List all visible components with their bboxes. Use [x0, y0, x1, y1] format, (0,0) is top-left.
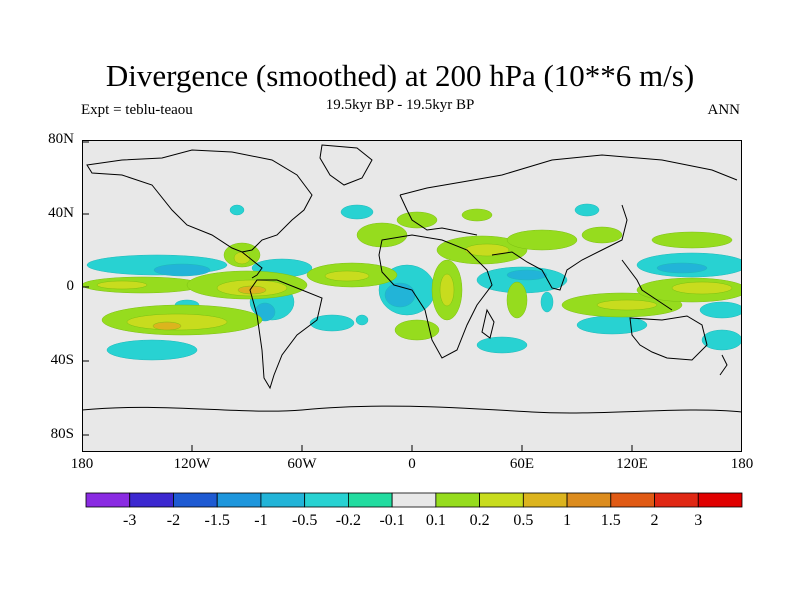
colorbar-box	[173, 492, 218, 508]
x-tick-60e: 60E	[509, 456, 535, 472]
coastlines	[82, 144, 742, 414]
y-tick-40s: 40S	[50, 352, 74, 368]
colorbar-label: -1	[254, 512, 268, 529]
season-label: ANN	[707, 102, 741, 118]
colorbar-box	[216, 492, 262, 508]
y-tick-80s: 80S	[50, 426, 74, 442]
colorbar-label: 2	[650, 512, 659, 529]
divergence-map	[82, 140, 742, 452]
colorbar-box	[85, 492, 131, 508]
colorbar-label: 1	[563, 512, 572, 529]
colorbar-label: -2	[166, 512, 181, 529]
colorbar-box	[304, 492, 349, 508]
positive-contours	[82, 208, 742, 341]
y-tick-40n: 40N	[48, 205, 74, 221]
colorbar-box	[566, 492, 612, 508]
x-tick-120w: 120W	[173, 456, 211, 472]
colorbar-label: 1.5	[600, 512, 621, 529]
y-tick-eq: 0	[66, 278, 75, 294]
x-tick-180w: 180	[70, 456, 94, 472]
colorbar-box	[129, 492, 174, 508]
colorbar-label: -0.5	[291, 512, 318, 529]
colorbar-label: -1.5	[204, 512, 230, 529]
x-tick-60w: 60W	[287, 456, 317, 472]
colorbar-label: -0.2	[335, 512, 362, 529]
colorbar-box	[610, 492, 655, 508]
colorbar-label: -3	[123, 512, 137, 529]
colorbar	[85, 492, 743, 508]
colorbar-box	[260, 492, 306, 508]
map-ticks	[82, 141, 633, 452]
colorbar-label: 0.2	[469, 512, 490, 529]
experiment-label: Expt = teblu-teaou	[81, 102, 193, 118]
x-tick-120e: 120E	[616, 456, 648, 472]
colorbar-box	[391, 492, 437, 508]
colorbar-box	[654, 492, 699, 508]
colorbar-label: 0.5	[513, 512, 534, 529]
y-tick-80n: 80N	[48, 131, 74, 147]
colorbar-box	[697, 492, 743, 508]
colorbar-box	[435, 492, 481, 508]
colorbar-box	[522, 492, 568, 508]
colorbar-label: -0.1	[379, 512, 405, 529]
colorbar-label: 3	[694, 512, 703, 529]
x-tick-0: 0	[408, 456, 416, 472]
x-tick-180e: 180	[730, 456, 754, 472]
period-label: 19.5kyr BP - 19.5kyr BP	[325, 97, 475, 113]
colorbar-box	[347, 492, 393, 508]
colorbar-label: 0.1	[425, 512, 446, 529]
colorbar-box	[479, 492, 524, 508]
plot-title: Divergence (smoothed) at 200 hPa (10**6 …	[105, 58, 695, 93]
